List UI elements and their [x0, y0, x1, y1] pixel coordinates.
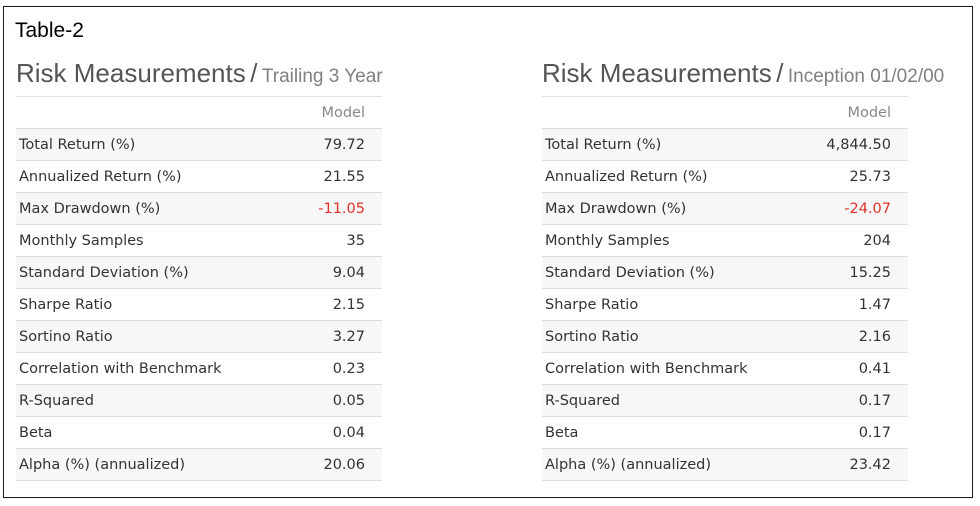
metric-label: Monthly Samples	[16, 224, 298, 257]
metric-label: Beta	[16, 416, 298, 449]
metric-value: 23.42	[807, 448, 908, 481]
metric-value: 0.41	[807, 352, 908, 385]
table-row: R-Squared 0.05	[16, 384, 382, 417]
model-column-header: Model	[297, 96, 382, 129]
table-row: Correlation with Benchmark 0.41	[542, 352, 908, 385]
metric-label: Standard Deviation (%)	[16, 256, 298, 289]
metric-label: R-Squared	[16, 384, 298, 417]
panel-subtitle: Trailing 3 Year	[261, 66, 383, 87]
metric-value: 0.17	[807, 384, 908, 417]
metric-value: 35	[297, 224, 382, 257]
metric-value: 9.04	[297, 256, 382, 289]
table-row: R-Squared 0.17	[542, 384, 908, 417]
panel-title: Risk Measurements	[16, 58, 246, 88]
title-separator: /	[776, 58, 784, 88]
title-separator: /	[250, 58, 258, 88]
panel-heading: Risk Measurements / Trailing 3 Year	[16, 58, 383, 96]
metric-label: Correlation with Benchmark	[542, 352, 808, 385]
table-row: Sortino Ratio 3.27	[16, 320, 382, 353]
metric-value: 15.25	[807, 256, 908, 289]
table-row: Standard Deviation (%) 15.25	[542, 256, 908, 289]
metric-value: 204	[807, 224, 908, 257]
metric-value: -11.05	[297, 192, 382, 225]
metric-label: Sortino Ratio	[16, 320, 298, 353]
metric-label: Sharpe Ratio	[16, 288, 298, 321]
metric-value: 4,844.50	[807, 128, 908, 161]
table-label: Table-2	[15, 19, 84, 42]
table-row: Beta 0.04	[16, 416, 382, 449]
metric-label: Total Return (%)	[542, 128, 808, 161]
panel-heading: Risk Measurements / Inception 01/02/00	[542, 58, 944, 96]
risk-table-body: Model Total Return (%) 79.72 Annualized Re…	[16, 96, 382, 481]
metric-label: Sharpe Ratio	[542, 288, 808, 321]
risk-table: Model Total Return (%) 79.72 Annualized Re…	[16, 96, 382, 481]
metric-value: -24.07	[807, 192, 908, 225]
metric-value: 2.16	[807, 320, 908, 353]
metric-label: Max Drawdown (%)	[542, 192, 808, 225]
table-row: Sharpe Ratio 2.15	[16, 288, 382, 321]
table-row: Correlation with Benchmark 0.23	[16, 352, 382, 385]
label-column-header	[16, 96, 298, 129]
metric-label: Annualized Return (%)	[542, 160, 808, 193]
risk-table: Model Total Return (%) 4,844.50 Annualized…	[542, 96, 908, 481]
metric-value: 20.06	[297, 448, 382, 481]
table-row: Annualized Return (%) 21.55	[16, 160, 382, 193]
table-row: Beta 0.17	[542, 416, 908, 449]
panel-title: Risk Measurements	[542, 58, 772, 88]
risk-panel-inception: Risk Measurements / Inception 01/02/00 M…	[542, 58, 944, 481]
risk-table-body: Model Total Return (%) 4,844.50 Annualized…	[542, 96, 908, 481]
metric-value: 79.72	[297, 128, 382, 161]
model-column-header: Model	[807, 96, 908, 129]
metric-label: Annualized Return (%)	[16, 160, 298, 193]
table-row: Total Return (%) 4,844.50	[542, 128, 908, 161]
metric-value: 3.27	[297, 320, 382, 353]
metric-label: Monthly Samples	[542, 224, 808, 257]
metric-label: Standard Deviation (%)	[542, 256, 808, 289]
metric-label: R-Squared	[542, 384, 808, 417]
table-row: Max Drawdown (%) -11.05	[16, 192, 382, 225]
risk-panel-trailing: Risk Measurements / Trailing 3 Year Mode…	[16, 58, 383, 481]
metric-value: 0.17	[807, 416, 908, 449]
table-row: Monthly Samples 35	[16, 224, 382, 257]
table-row: Max Drawdown (%) -24.07	[542, 192, 908, 225]
table-header-row: Model	[16, 96, 382, 129]
metric-value: 25.73	[807, 160, 908, 193]
metric-value: 2.15	[297, 288, 382, 321]
table-header-row: Model	[542, 96, 908, 129]
metric-value: 0.04	[297, 416, 382, 449]
table-row: Sharpe Ratio 1.47	[542, 288, 908, 321]
table-row: Sortino Ratio 2.16	[542, 320, 908, 353]
metric-label: Correlation with Benchmark	[16, 352, 298, 385]
table-row: Monthly Samples 204	[542, 224, 908, 257]
table-row: Alpha (%) (annualized) 20.06	[16, 448, 382, 481]
table-row: Total Return (%) 79.72	[16, 128, 382, 161]
label-column-header	[542, 96, 808, 129]
metric-label: Total Return (%)	[16, 128, 298, 161]
metric-value: 0.05	[297, 384, 382, 417]
metric-value: 21.55	[297, 160, 382, 193]
metric-label: Beta	[542, 416, 808, 449]
table-frame	[3, 6, 973, 498]
metric-label: Alpha (%) (annualized)	[16, 448, 298, 481]
table-row: Annualized Return (%) 25.73	[542, 160, 908, 193]
panel-subtitle: Inception 01/02/00	[787, 66, 945, 87]
table-row: Alpha (%) (annualized) 23.42	[542, 448, 908, 481]
table-row: Standard Deviation (%) 9.04	[16, 256, 382, 289]
metric-value: 0.23	[297, 352, 382, 385]
metric-label: Sortino Ratio	[542, 320, 808, 353]
metric-label: Alpha (%) (annualized)	[542, 448, 808, 481]
metric-label: Max Drawdown (%)	[16, 192, 298, 225]
metric-value: 1.47	[807, 288, 908, 321]
